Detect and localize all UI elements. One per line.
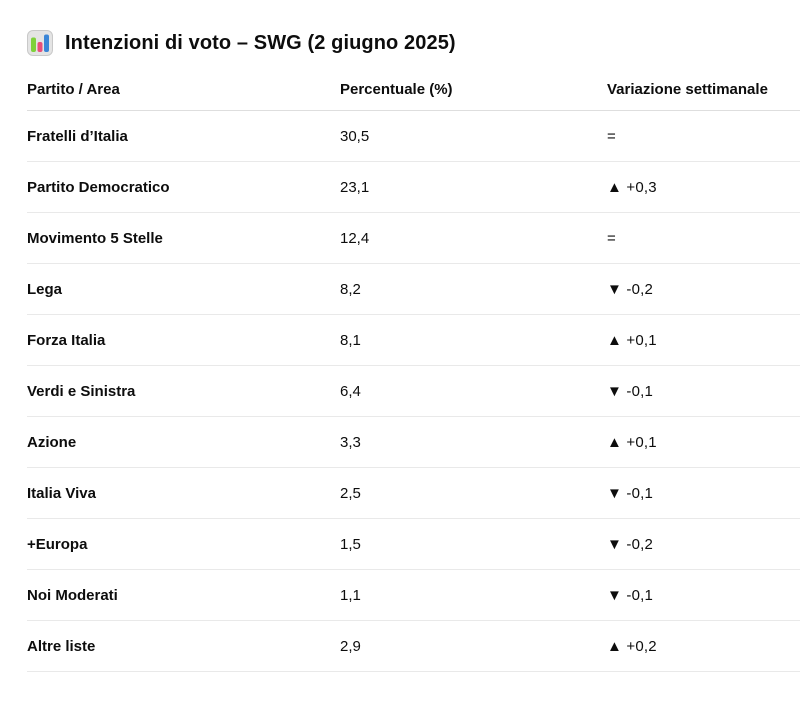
party-cell: Fratelli d’Italia	[27, 110, 340, 162]
table-body: Fratelli d’Italia 30,5 = Partito Democratic…	[27, 110, 800, 672]
percent-cell: 23,1	[340, 161, 607, 213]
percent-cell: 2,9	[340, 620, 607, 672]
party-cell: Altre liste	[27, 620, 340, 672]
percent-cell: 8,1	[340, 314, 607, 366]
table-row: Verdi e Sinistra 6,4 ▼ -0,1	[27, 365, 800, 417]
party-cell: +Europa	[27, 518, 340, 570]
table-row: Italia Viva 2,5 ▼ -0,1	[27, 467, 800, 519]
party-cell: Lega	[27, 263, 340, 315]
table-row: Altre liste 2,9 ▲ +0,2	[27, 620, 800, 672]
percent-cell: 1,5	[340, 518, 607, 570]
col-header-percent: Percentuale (%)	[340, 56, 607, 111]
percent-cell: 3,3	[340, 416, 607, 468]
variation-cell: ▲ +0,3	[607, 161, 800, 213]
table-row: Azione 3,3 ▲ +0,1	[27, 416, 800, 468]
page-title: Intenzioni di voto – SWG (2 giugno 2025)	[27, 30, 800, 56]
table-row: Forza Italia 8,1 ▲ +0,1	[27, 314, 800, 366]
table-row: Fratelli d’Italia 30,5 =	[27, 110, 800, 162]
poll-table: Partito / Area Percentuale (%) Variazion…	[27, 56, 800, 672]
table-row: Noi Moderati 1,1 ▼ -0,1	[27, 569, 800, 621]
party-cell: Movimento 5 Stelle	[27, 212, 340, 264]
percent-cell: 12,4	[340, 212, 607, 264]
variation-cell: ▼ -0,1	[607, 467, 800, 519]
variation-cell: ▼ -0,2	[607, 518, 800, 570]
title-text: Intenzioni di voto – SWG (2 giugno 2025)	[65, 31, 456, 54]
percent-cell: 1,1	[340, 569, 607, 621]
table-row: Partito Democratico 23,1 ▲ +0,3	[27, 161, 800, 213]
table-row: +Europa 1,5 ▼ -0,2	[27, 518, 800, 570]
col-header-variation: Variazione settimanale	[607, 56, 800, 111]
percent-cell: 8,2	[340, 263, 607, 315]
table-header-row: Partito / Area Percentuale (%) Variazion…	[27, 56, 800, 111]
table-row: Lega 8,2 ▼ -0,2	[27, 263, 800, 315]
variation-cell: ▲ +0,1	[607, 314, 800, 366]
party-cell: Italia Viva	[27, 467, 340, 519]
party-cell: Partito Democratico	[27, 161, 340, 213]
page: Intenzioni di voto – SWG (2 giugno 2025)…	[0, 30, 800, 701]
variation-cell: ▼ -0,1	[607, 365, 800, 417]
col-header-party: Partito / Area	[27, 56, 340, 111]
party-cell: Verdi e Sinistra	[27, 365, 340, 417]
table-row: Movimento 5 Stelle 12,4 =	[27, 212, 800, 264]
variation-cell: ▼ -0,1	[607, 569, 800, 621]
variation-cell: =	[607, 212, 800, 264]
party-cell: Azione	[27, 416, 340, 468]
percent-cell: 30,5	[340, 110, 607, 162]
variation-cell: ▲ +0,1	[607, 416, 800, 468]
variation-cell: =	[607, 110, 800, 162]
variation-cell: ▼ -0,2	[607, 263, 800, 315]
bar-chart-icon	[27, 30, 53, 56]
percent-cell: 2,5	[340, 467, 607, 519]
variation-cell: ▲ +0,2	[607, 620, 800, 672]
party-cell: Forza Italia	[27, 314, 340, 366]
percent-cell: 6,4	[340, 365, 607, 417]
party-cell: Noi Moderati	[27, 569, 340, 621]
